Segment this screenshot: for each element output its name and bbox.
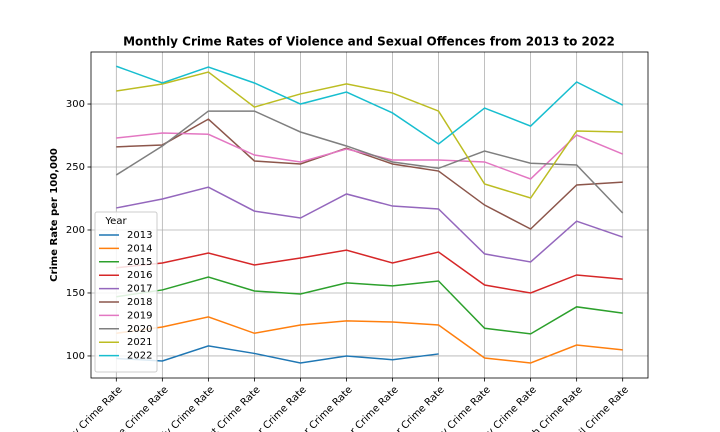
legend-label: 2015 <box>127 257 152 268</box>
line-series <box>116 249 623 294</box>
y-axis-label: Crime Rate per 100,000 <box>49 148 60 282</box>
legend-box <box>94 211 158 373</box>
plot-area <box>91 52 648 378</box>
line-series <box>115 110 624 214</box>
y-tick-label: 300 <box>66 99 85 110</box>
line-series <box>116 65 624 145</box>
chart-title: Monthly Crime Rates of Violence and Sexu… <box>123 35 615 49</box>
line-series <box>116 186 623 263</box>
line-series <box>116 316 623 364</box>
legend-label: 2014 <box>127 243 152 254</box>
legend-label: 2017 <box>127 284 152 295</box>
y-tick-label: 100 <box>66 351 85 362</box>
legend-label: 2013 <box>127 230 152 241</box>
legend-label: 2022 <box>127 351 152 362</box>
y-tick-label: 150 <box>66 288 85 299</box>
x-tick-label: May Crime Rate <box>60 384 124 432</box>
line-series <box>116 276 623 335</box>
legend-label: 2018 <box>127 297 152 308</box>
line-series <box>116 118 623 230</box>
legend-label: 2021 <box>127 337 152 348</box>
y-tick-label: 200 <box>66 225 85 236</box>
line-series <box>116 345 439 364</box>
legend-title: Year <box>104 216 127 227</box>
legend-label: 2016 <box>127 270 152 281</box>
legend-label: 2020 <box>127 324 152 335</box>
legend-label: 2019 <box>127 310 152 321</box>
line-series <box>116 71 623 199</box>
plot-frame <box>90 51 649 379</box>
y-tick-label: 250 <box>66 162 85 173</box>
